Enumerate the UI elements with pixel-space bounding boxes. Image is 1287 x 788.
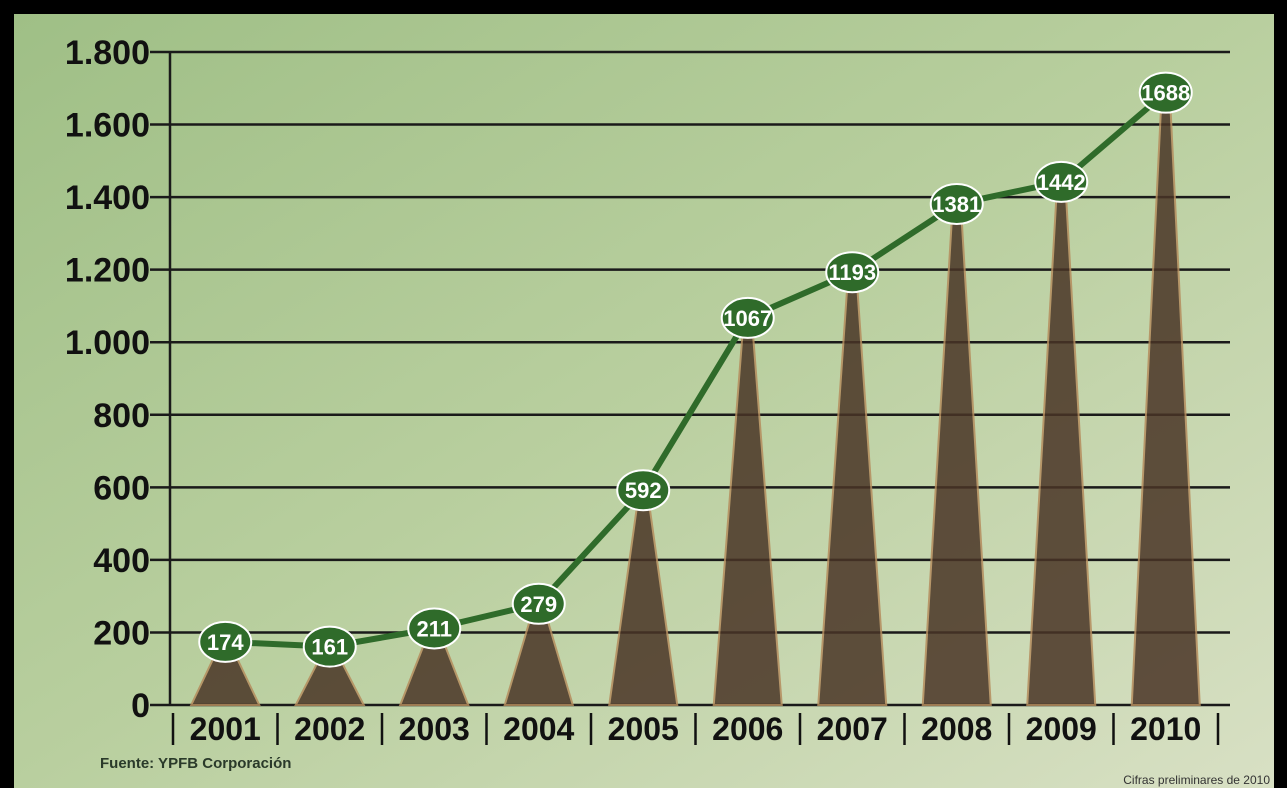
data-label: 1688 — [1141, 81, 1190, 106]
y-tick-label: 400 — [93, 542, 150, 580]
y-tick-label: 1.600 — [65, 107, 150, 145]
y-tick-label: 1.800 — [65, 34, 150, 72]
marker — [302, 625, 357, 668]
x-tick-label: 2001 — [190, 711, 261, 747]
data-label: 161 — [311, 635, 348, 660]
source: Fuente: YPFB Corporación — [100, 755, 291, 772]
marker — [407, 607, 462, 650]
x-tick-label: 2007 — [817, 711, 888, 747]
x-tick-label: 2009 — [1026, 711, 1097, 747]
marker — [1138, 71, 1193, 114]
y-tick-label: 200 — [93, 614, 150, 652]
data-label: 174 — [207, 630, 244, 655]
note: Cifras preliminares de 2010 — [1123, 773, 1270, 787]
data-label: 1442 — [1037, 170, 1086, 195]
y-tick-label: 1.400 — [65, 179, 150, 217]
x-tick-label: 2005 — [608, 711, 679, 747]
y-tick-label: 1.000 — [65, 324, 150, 362]
y-tick-label: 1.200 — [65, 252, 150, 290]
data-label: 279 — [520, 592, 557, 617]
marker — [929, 183, 984, 226]
data-label: 592 — [625, 478, 662, 503]
y-tick-label: 800 — [93, 397, 150, 435]
x-tick-label: 2004 — [503, 711, 574, 747]
line — [225, 90, 1168, 650]
data-label: 211 — [417, 616, 453, 641]
data-label: 1193 — [828, 260, 876, 285]
x-tick-label: 2003 — [399, 711, 470, 747]
y-tick-label: 600 — [93, 469, 150, 507]
x-tick-label: 2010 — [1130, 711, 1201, 747]
x-tick-label: 2006 — [712, 711, 783, 747]
marker — [720, 296, 775, 339]
marker — [1034, 160, 1089, 203]
x-tick-label: 2008 — [921, 711, 992, 747]
data-label: 1067 — [723, 306, 772, 331]
marker — [616, 469, 671, 512]
y-tick-label: 0 — [131, 687, 150, 725]
marker — [511, 582, 566, 625]
marker — [825, 251, 880, 294]
marker — [198, 620, 253, 663]
data-label: 1381 — [932, 192, 981, 217]
x-tick-label: 2002 — [294, 711, 365, 747]
